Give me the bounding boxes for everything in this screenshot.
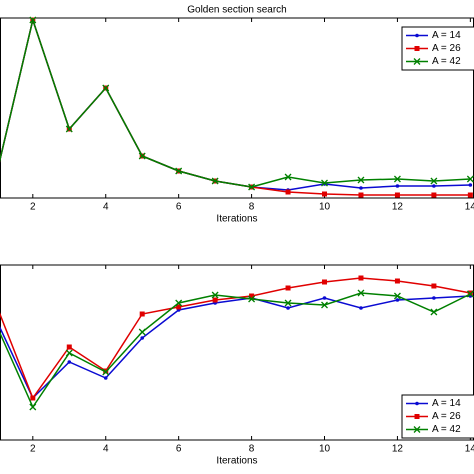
marker [431, 283, 437, 289]
marker [211, 177, 219, 185]
series [0, 275, 473, 401]
marker [212, 297, 218, 303]
legend-label: A = 42 [432, 424, 461, 435]
x-tick-label: 10 [319, 444, 331, 455]
marker [249, 293, 255, 299]
marker [322, 279, 328, 285]
x-tick-label: 14 [465, 202, 474, 213]
legend-label: A = 14 [432, 398, 461, 409]
x-tick-label: 4 [103, 444, 109, 455]
marker [468, 183, 473, 187]
chart-title: Golden section search [187, 5, 287, 16]
x-tick-label: 12 [392, 202, 404, 213]
marker [176, 304, 182, 310]
legend-label: A = 14 [432, 30, 461, 41]
marker [285, 285, 291, 291]
x-tick-label: 6 [176, 202, 182, 213]
marker [286, 306, 290, 310]
marker [413, 426, 421, 433]
axes-frame [0, 264, 474, 441]
series [0, 16, 474, 191]
marker [140, 336, 144, 340]
marker [322, 296, 327, 300]
marker [393, 175, 401, 183]
marker [432, 296, 436, 300]
marker [284, 173, 292, 181]
marker [359, 186, 363, 190]
x-tick-label: 12 [392, 444, 404, 455]
marker [467, 290, 473, 296]
marker [395, 184, 400, 188]
marker [466, 175, 474, 183]
x-axis-label: Iterations [216, 456, 257, 467]
marker [394, 278, 400, 284]
marker [358, 275, 364, 281]
x-tick-label: 4 [103, 202, 109, 213]
marker [102, 368, 110, 376]
marker [359, 306, 363, 310]
marker [413, 58, 421, 65]
x-tick-label: 10 [319, 202, 331, 213]
marker [284, 299, 292, 307]
marker [67, 360, 72, 364]
marker [65, 125, 73, 133]
legend-label: A = 42 [432, 56, 461, 67]
x-tick-label: 8 [249, 444, 255, 455]
marker [431, 192, 437, 198]
marker [175, 167, 183, 175]
marker [358, 192, 364, 198]
marker [248, 295, 256, 303]
marker [467, 192, 473, 198]
marker [395, 298, 400, 302]
marker [175, 299, 183, 307]
x-tick-label: 2 [30, 444, 36, 455]
marker [432, 184, 436, 188]
axes-frame [0, 17, 474, 199]
marker [30, 395, 36, 401]
legend-label: A = 26 [432, 43, 461, 54]
x-tick-label: 2 [30, 202, 36, 213]
marker [211, 291, 219, 299]
marker [29, 16, 37, 24]
marker [103, 376, 108, 380]
marker [414, 414, 420, 419]
marker [248, 183, 256, 191]
marker [430, 308, 438, 316]
marker [102, 84, 110, 92]
marker [394, 192, 400, 198]
line [0, 17, 471, 188]
marker [466, 290, 474, 298]
line [0, 292, 471, 409]
line [0, 295, 471, 400]
marker [66, 344, 72, 350]
marker [65, 349, 73, 357]
marker [138, 152, 146, 160]
line [0, 277, 471, 400]
marker [29, 403, 37, 411]
legend-label: A = 26 [432, 411, 461, 422]
marker [415, 33, 419, 38]
marker [415, 401, 419, 406]
marker [357, 176, 365, 184]
marker [138, 328, 146, 336]
x-axis-label: Iterations [216, 214, 257, 225]
marker [322, 191, 328, 197]
x-tick-label: 14 [465, 444, 474, 455]
marker [393, 292, 401, 300]
marker [285, 189, 291, 195]
marker [357, 289, 365, 297]
marker [321, 301, 328, 309]
marker [414, 46, 420, 51]
marker [430, 177, 438, 185]
series [0, 289, 474, 411]
marker [321, 179, 328, 187]
x-tick-label: 8 [249, 202, 255, 213]
x-tick-label: 6 [176, 444, 182, 455]
marker [139, 311, 145, 317]
